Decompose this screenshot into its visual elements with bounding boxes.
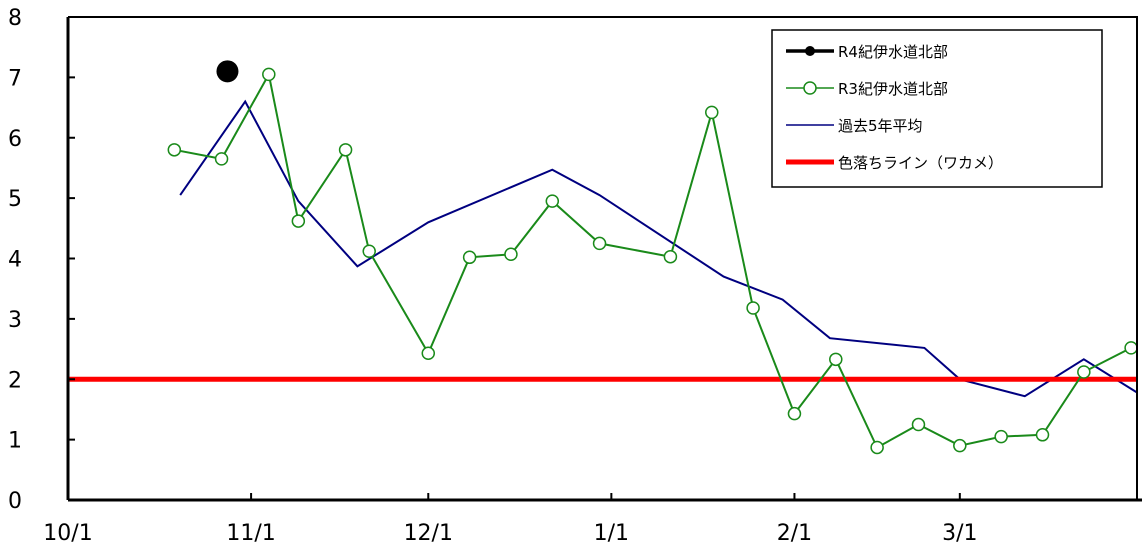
- y-tick-label: 7: [8, 66, 22, 91]
- y-tick-label: 5: [8, 187, 22, 212]
- data-point: [788, 408, 800, 420]
- data-point: [292, 215, 304, 227]
- x-tick-label: 1/1: [594, 521, 629, 546]
- legend-label: R4紀伊水道北部: [838, 43, 948, 61]
- data-point: [871, 441, 883, 453]
- data-point: [216, 153, 228, 165]
- data-point: [594, 237, 606, 249]
- y-tick-label: 3: [8, 308, 22, 333]
- data-point: [912, 419, 924, 431]
- data-point: [995, 431, 1007, 443]
- legend-label: R3紀伊水道北部: [838, 80, 948, 98]
- data-point: [363, 245, 375, 257]
- data-point: [747, 302, 759, 314]
- data-point: [1037, 429, 1049, 441]
- y-tick-label: 8: [8, 6, 22, 31]
- data-point: [1125, 342, 1137, 354]
- legend-label: 色落ちライン（ワカメ）: [838, 154, 1003, 172]
- data-point: [830, 353, 842, 365]
- x-tick-label: 10/1: [43, 521, 92, 546]
- legend-marker: [804, 82, 816, 94]
- y-tick-label: 0: [8, 489, 22, 514]
- y-tick-label: 2: [8, 368, 22, 393]
- legend-label: 過去5年平均: [838, 117, 923, 135]
- y-tick-label: 1: [8, 429, 22, 454]
- data-point: [216, 60, 238, 82]
- x-tick-label: 12/1: [404, 521, 453, 546]
- x-tick-label: 2/1: [777, 521, 812, 546]
- data-point: [263, 68, 275, 80]
- data-point: [340, 144, 352, 156]
- data-point: [954, 440, 966, 452]
- data-point: [464, 251, 476, 263]
- data-point: [422, 347, 434, 359]
- data-point: [546, 195, 558, 207]
- x-tick-label: 3/1: [942, 521, 977, 546]
- data-point: [706, 106, 718, 118]
- x-tick-label: 11/1: [226, 521, 275, 546]
- data-point: [1078, 366, 1090, 378]
- data-point: [505, 248, 517, 260]
- data-point: [168, 144, 180, 156]
- data-point: [664, 251, 676, 263]
- y-tick-label: 4: [8, 248, 22, 273]
- legend-marker: [805, 46, 815, 56]
- y-tick-label: 6: [8, 127, 22, 152]
